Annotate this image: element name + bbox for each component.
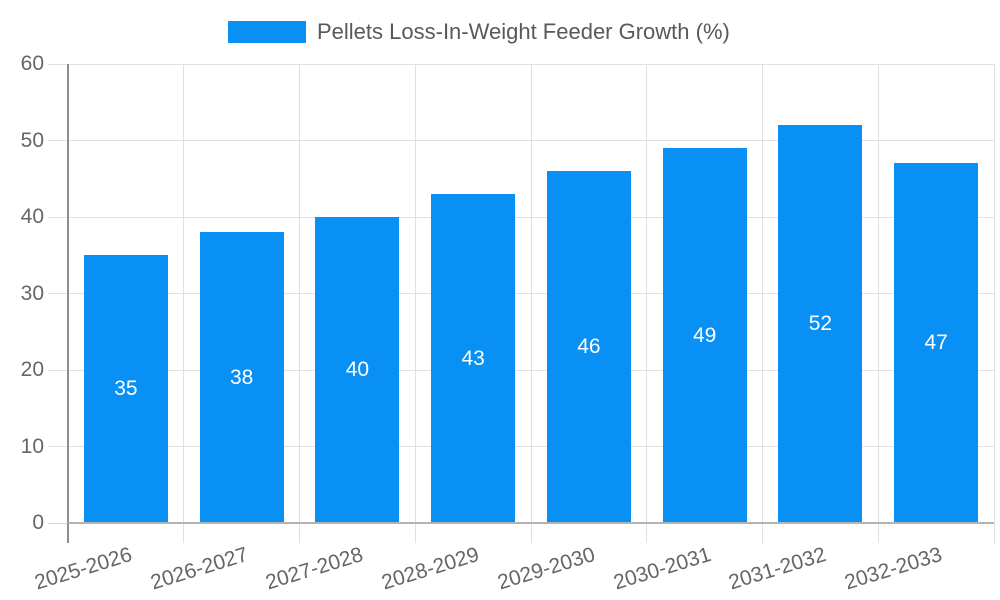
y-axis-tick	[48, 522, 68, 524]
x-gridline	[762, 64, 763, 543]
x-gridline	[877, 64, 879, 543]
bar-2029-2030[interactable]	[546, 171, 631, 523]
bar-value-label: 43	[461, 346, 485, 370]
y-tick-label: 0	[32, 511, 44, 534]
y-axis-line	[67, 64, 69, 543]
y-gridline	[48, 216, 994, 218]
bar-value-label: 49	[692, 323, 717, 347]
y-tick-label: 60	[20, 52, 44, 75]
bar-value-label: 35	[114, 377, 138, 401]
legend-label: Pellets Loss-In-Weight Feeder Growth (%)	[317, 19, 730, 44]
y-tick-label: 50	[20, 128, 44, 152]
y-tick-label: 40	[20, 205, 44, 228]
x-gridline	[299, 64, 300, 543]
bar-2030-2031[interactable]	[662, 148, 747, 523]
y-tick-label: 10	[20, 434, 44, 458]
y-tick-label: 20	[20, 358, 44, 381]
bar-value-label: 46	[577, 335, 601, 359]
bar-2025-2026[interactable]	[83, 255, 168, 523]
y-gridline	[48, 446, 994, 447]
y-gridline	[48, 369, 994, 371]
y-tick-label: 30	[20, 281, 44, 305]
bar-value-label: 40	[345, 358, 370, 381]
bar-value-label: 47	[924, 331, 948, 355]
x-gridline	[993, 64, 995, 543]
y-gridline	[48, 140, 994, 141]
bar-value-label: 52	[808, 312, 833, 336]
legend-swatch	[228, 21, 306, 43]
bar-value-label: 38	[229, 365, 254, 389]
x-gridline	[530, 64, 532, 543]
bar-2032-2033[interactable]	[894, 163, 979, 523]
x-axis-line	[68, 522, 994, 524]
x-gridline	[414, 64, 416, 543]
bar-2026-2027[interactable]	[199, 232, 284, 523]
y-gridline	[48, 63, 994, 65]
legend[interactable]: Pellets Loss-In-Weight Feeder Growth (%)	[228, 20, 730, 44]
bar-2028-2029[interactable]	[431, 194, 516, 523]
x-gridline	[646, 64, 648, 543]
bar-2027-2028[interactable]	[315, 217, 400, 523]
x-gridline	[183, 64, 185, 543]
bar-2031-2032[interactable]	[778, 125, 863, 523]
y-gridline	[48, 293, 994, 294]
